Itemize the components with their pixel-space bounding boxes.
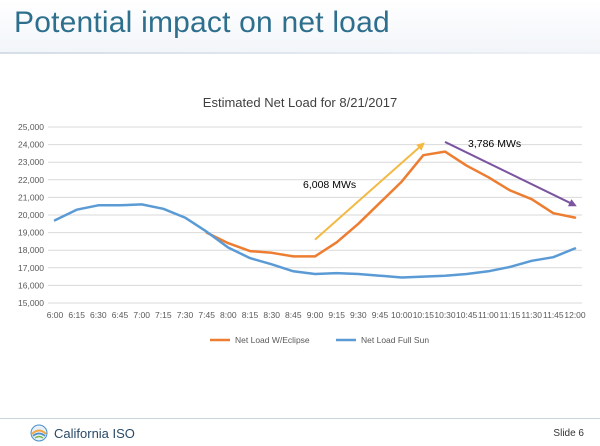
x-tick-label: 11:00: [478, 310, 499, 320]
annotation-arrow: [444, 141, 577, 207]
legend: Net Load W/Eclipse Net Load Full Sun: [210, 335, 429, 345]
x-tick-label: 6:00: [47, 310, 64, 320]
x-tick-label: 7:30: [177, 310, 194, 320]
y-tick-label: 21,000: [18, 192, 44, 202]
x-tick-label: 8:45: [285, 310, 302, 320]
annotations: 6,008 MWs 3,786 MWs: [303, 138, 577, 241]
x-tick-label: 12:00: [564, 310, 586, 320]
slide-number: Slide 6: [553, 428, 584, 439]
series-line-full-sun: [53, 203, 577, 279]
title-band: [0, 0, 600, 52]
x-tick-label: 10:15: [413, 310, 435, 320]
chart-title: Estimated Net Load for 8/21/2017: [203, 95, 397, 110]
footer-divider: [0, 418, 600, 419]
y-tick-label: 19,000: [18, 228, 44, 238]
x-tick-label: 7:00: [133, 310, 150, 320]
x-tick-label: 11:30: [521, 310, 542, 320]
series: [53, 150, 577, 279]
y-tick-label: 22,000: [18, 175, 44, 185]
x-tick-label: 6:15: [68, 310, 85, 320]
x-axis: 6:00 6:15 6:30 6:45 7:00 7:15 7:30 7:45 8:00 8:15…: [47, 310, 586, 320]
logo-text: California ISO: [54, 425, 135, 441]
x-tick-label: 6:30: [90, 310, 107, 320]
y-tick-label: 17,000: [18, 263, 44, 273]
x-tick-label: 10:45: [456, 310, 478, 320]
x-tick-label: 8:15: [242, 310, 259, 320]
y-tick-label: 15,000: [18, 298, 44, 308]
x-tick-label: 6:45: [112, 310, 129, 320]
x-tick-label: 7:45: [198, 310, 215, 320]
y-tick-label: 23,000: [18, 157, 44, 167]
annotation-label: 3,786 MWs: [468, 138, 521, 150]
y-tick-label: 24,000: [18, 140, 44, 150]
series-line-eclipse: [205, 150, 577, 258]
annotation-label: 6,008 MWs: [303, 179, 356, 191]
slide-title: Potential impact on net load: [14, 6, 390, 39]
x-tick-label: 10:30: [434, 310, 456, 320]
x-tick-label: 11:45: [543, 310, 564, 320]
company-logo: California ISO: [30, 424, 135, 442]
grid: [48, 126, 582, 304]
title-divider: [0, 52, 600, 54]
y-axis: 15,000 16,000 17,000 18,000 19,000 20,000 21,0…: [18, 122, 44, 308]
legend-label: Net Load W/Eclipse: [235, 335, 310, 345]
annotation-arrow: [314, 142, 425, 241]
y-tick-label: 18,000: [18, 245, 44, 255]
x-tick-label: 9:15: [328, 310, 345, 320]
y-tick-label: 16,000: [18, 280, 44, 290]
x-tick-label: 11:15: [500, 310, 521, 320]
x-tick-label: 8:00: [220, 310, 237, 320]
x-tick-label: 9:30: [350, 310, 367, 320]
x-tick-label: 9:45: [372, 310, 389, 320]
y-tick-label: 25,000: [18, 122, 44, 132]
y-tick-label: 20,000: [18, 210, 44, 220]
x-tick-label: 10:00: [391, 310, 413, 320]
x-tick-label: 9:00: [307, 310, 324, 320]
legend-label: Net Load Full Sun: [361, 335, 429, 345]
x-tick-label: 7:15: [155, 310, 172, 320]
x-tick-label: 8:30: [263, 310, 280, 320]
logo-icon: [30, 424, 48, 442]
